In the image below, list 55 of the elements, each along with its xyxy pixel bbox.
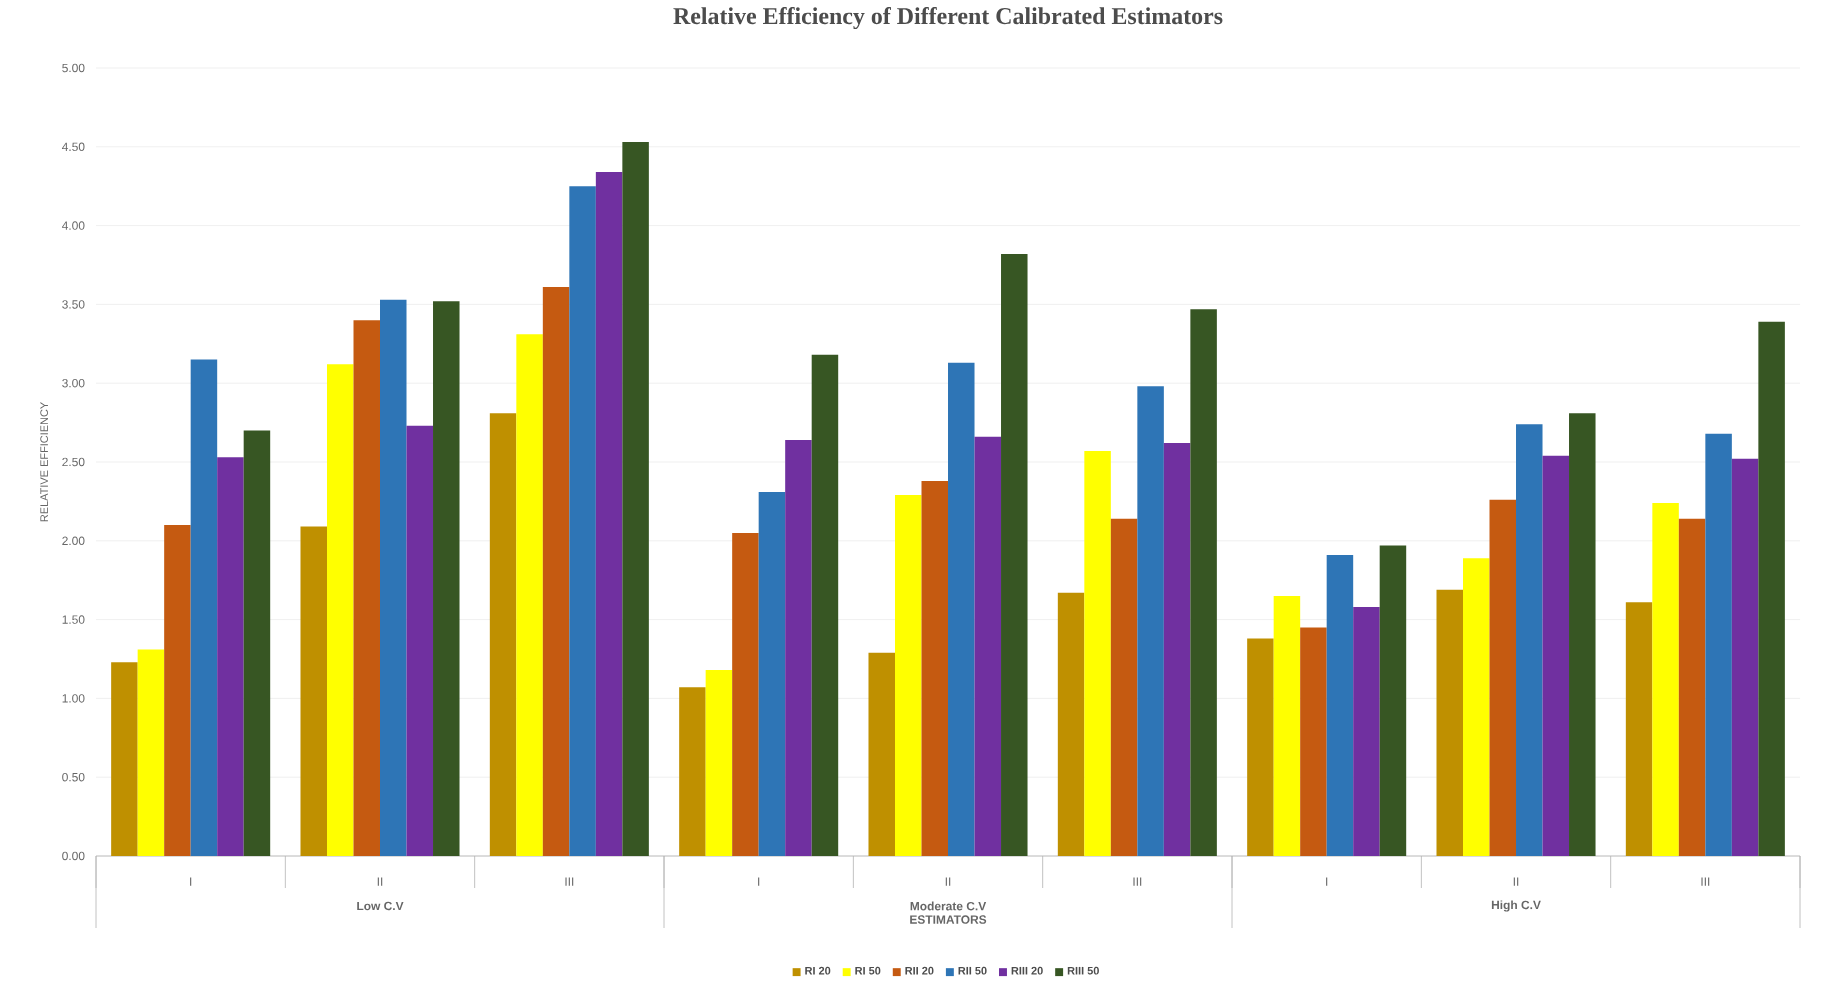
bar	[1678, 518, 1706, 856]
bar	[1652, 502, 1679, 856]
bar	[1163, 443, 1191, 856]
bar	[1353, 606, 1380, 856]
bar	[326, 364, 354, 856]
bar	[569, 186, 596, 856]
bar	[1326, 554, 1354, 856]
bar	[732, 532, 759, 856]
bar	[1190, 309, 1217, 856]
bar	[1542, 455, 1570, 856]
bar	[622, 142, 649, 856]
bar	[1758, 321, 1785, 856]
bar	[1300, 627, 1327, 856]
bar	[1463, 558, 1490, 856]
bar	[433, 301, 460, 856]
bar	[217, 457, 244, 856]
bar	[164, 525, 191, 856]
bar	[1705, 433, 1732, 856]
bar	[1084, 450, 1111, 856]
bar	[1489, 499, 1517, 856]
bar	[868, 652, 895, 856]
bar	[1436, 589, 1463, 856]
bar	[489, 413, 517, 856]
bar	[1137, 386, 1164, 856]
bar	[1625, 602, 1653, 856]
bar	[111, 662, 138, 856]
bar	[300, 526, 327, 856]
bar	[1273, 595, 1301, 856]
bar	[595, 172, 623, 856]
bar	[705, 670, 733, 856]
bar	[243, 430, 271, 856]
bar	[679, 687, 706, 856]
bar	[1569, 413, 1596, 856]
bar	[974, 436, 1002, 856]
bar	[353, 320, 380, 856]
bar	[406, 425, 434, 856]
bar	[811, 354, 839, 856]
bar	[542, 287, 570, 856]
bar	[1001, 253, 1028, 856]
bar	[785, 439, 812, 856]
bar	[1379, 545, 1407, 856]
bar	[921, 480, 949, 856]
chart-title: Relative Efficiency of Different Calibrated Estimators	[673, 7, 1223, 30]
bar	[1516, 424, 1543, 856]
bar	[1731, 458, 1759, 856]
bar	[137, 649, 165, 856]
bar	[516, 334, 543, 856]
bar	[1057, 592, 1085, 856]
bar	[948, 362, 975, 856]
bar	[190, 359, 218, 856]
bar	[1110, 518, 1138, 856]
bar	[380, 299, 407, 856]
bar	[758, 491, 786, 856]
bar	[1247, 638, 1274, 856]
bar	[894, 495, 922, 856]
